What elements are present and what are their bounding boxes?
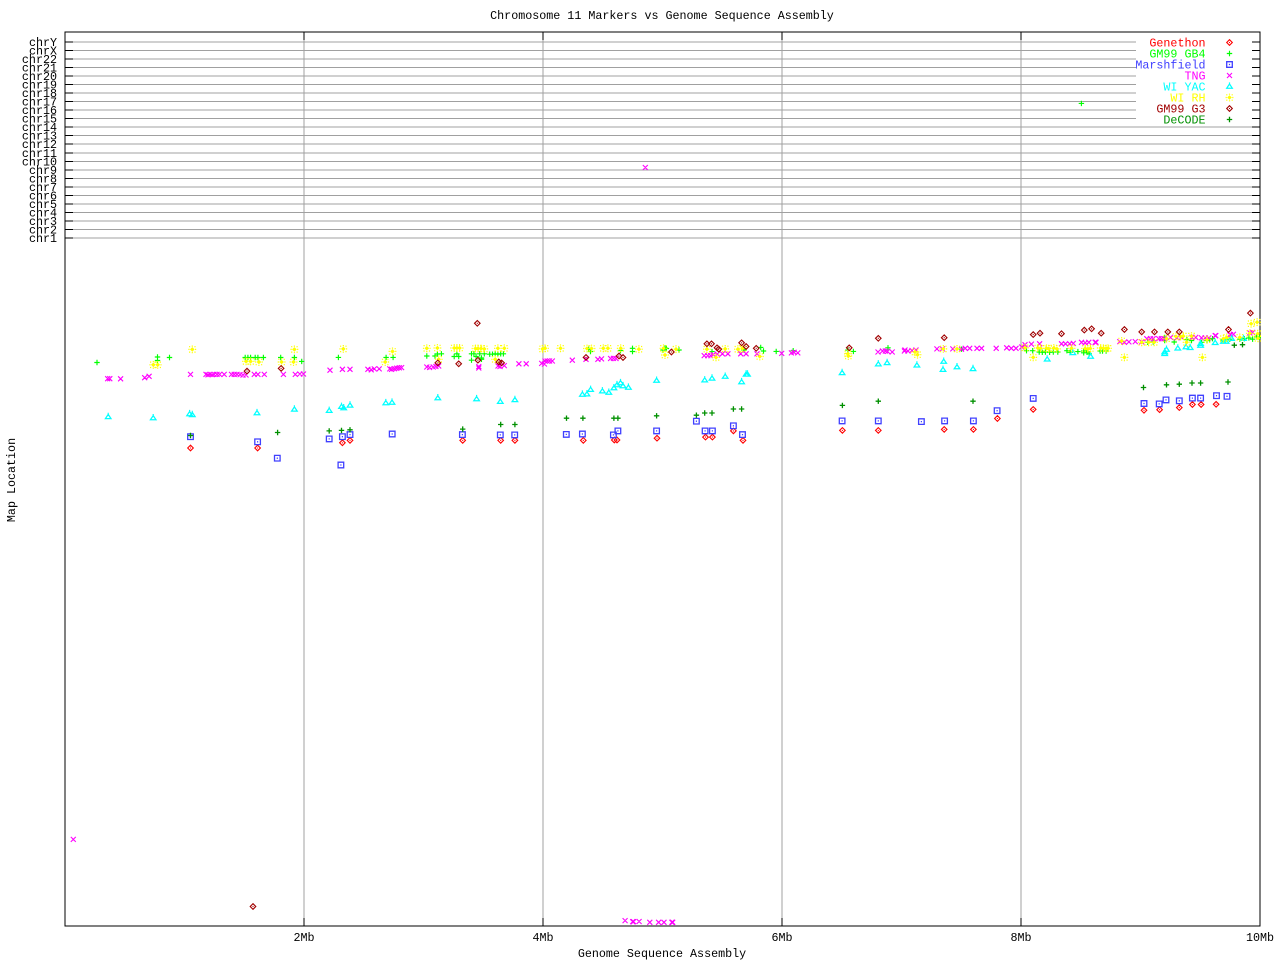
svg-text:2Mb: 2Mb [293,931,314,945]
svg-text:chr2: chr2 [29,223,57,237]
svg-text:chrY: chrY [29,36,57,50]
svg-text:chr11: chr11 [22,147,57,161]
svg-text:chr12: chr12 [22,138,57,152]
svg-text:chr10: chr10 [22,155,57,169]
svg-text:Genethon: Genethon [1149,37,1205,51]
svg-text:chr18: chr18 [22,87,57,101]
svg-text:8Mb: 8Mb [1010,931,1031,945]
svg-text:Marshfield: Marshfield [1135,59,1205,73]
svg-text:WI RH: WI RH [1170,92,1205,106]
svg-text:chr7: chr7 [29,181,57,195]
svg-text:chr14: chr14 [22,121,57,135]
svg-text:6Mb: 6Mb [771,931,792,945]
svg-text:chr22: chr22 [22,53,57,67]
svg-text:10Mb: 10Mb [1246,931,1274,945]
svg-text:4Mb: 4Mb [532,931,553,945]
svg-text:chr4: chr4 [29,206,57,220]
svg-text:chrX: chrX [29,45,57,59]
svg-text:chr6: chr6 [29,189,57,203]
svg-text:chr8: chr8 [29,172,57,186]
svg-text:DeCODE: DeCODE [1163,114,1205,128]
svg-text:chr16: chr16 [22,104,57,118]
svg-text:Map Location: Map Location [5,438,19,522]
svg-text:chr9: chr9 [29,164,57,178]
svg-text:chr20: chr20 [22,70,57,84]
svg-text:chr15: chr15 [22,113,57,127]
svg-text:GM99 G3: GM99 G3 [1156,103,1205,117]
svg-text:chr21: chr21 [22,62,57,76]
svg-text:Genome Sequence Assembly: Genome Sequence Assembly [578,947,746,960]
svg-text:TNG: TNG [1184,70,1205,84]
svg-text:chr13: chr13 [22,130,57,144]
svg-text:chr17: chr17 [22,96,57,110]
svg-text:chr3: chr3 [29,215,57,229]
svg-text:GM99 GB4: GM99 GB4 [1149,48,1205,62]
svg-text:chr19: chr19 [22,79,57,93]
svg-text:WI YAC: WI YAC [1163,81,1205,95]
svg-text:chr5: chr5 [29,198,57,212]
svg-text:Chromosome 11 Markers vs Genom: Chromosome 11 Markers vs Genome Sequence… [490,9,834,23]
svg-text:chr1: chr1 [29,232,57,246]
